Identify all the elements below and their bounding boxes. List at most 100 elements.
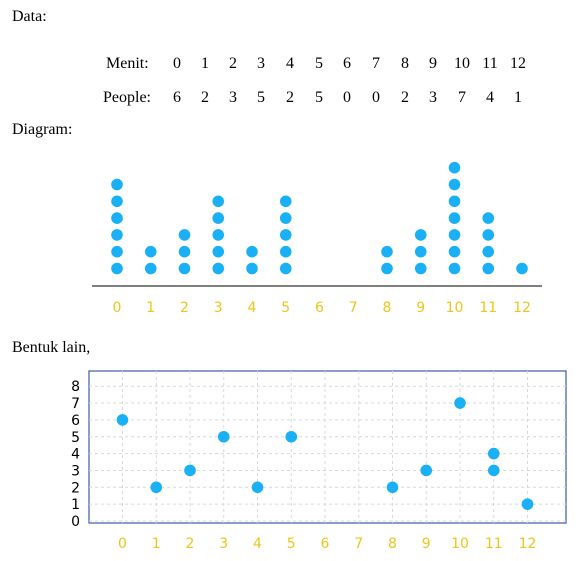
- y-tick-label: 5: [71, 430, 80, 446]
- table-cell-minute: 10: [454, 55, 470, 72]
- table-cell-minute: 2: [229, 55, 237, 72]
- x-tick-label: 12: [519, 536, 537, 552]
- table-cell-minute: 4: [286, 55, 294, 72]
- x-tick-label: 3: [219, 536, 228, 552]
- data-dot: [448, 178, 461, 191]
- data-heading: Data:: [12, 8, 47, 25]
- table-cell-people: 0: [372, 89, 380, 106]
- data-point: [420, 464, 433, 477]
- data-dot: [448, 262, 461, 275]
- data-dot: [212, 195, 225, 208]
- data-point: [116, 414, 129, 426]
- data-dot: [212, 229, 225, 241]
- x-tick-label: 7: [354, 536, 363, 552]
- x-tick-label: 6: [321, 536, 330, 552]
- y-tick-label: 2: [71, 480, 80, 496]
- x-tick-label: 10: [451, 536, 469, 552]
- x-tick-label: 4: [248, 300, 257, 316]
- data-dot: [246, 245, 258, 258]
- x-tick-label: 4: [253, 536, 262, 552]
- x-tick-label: 0: [118, 536, 127, 552]
- table-cell-people: 3: [229, 89, 237, 106]
- x-tick-label: 9: [416, 300, 425, 316]
- data-point: [454, 397, 466, 409]
- data-dot: [448, 229, 461, 241]
- y-tick-label: 0: [71, 514, 80, 530]
- data-dot: [381, 262, 393, 275]
- x-tick-label: 1: [152, 536, 161, 552]
- data-dot: [279, 195, 292, 208]
- table-cell-minute: 3: [257, 55, 265, 72]
- table-cell-people: 3: [429, 89, 437, 106]
- y-tick-label: 4: [71, 447, 80, 463]
- x-tick-label: 11: [479, 300, 497, 316]
- data-dot: [381, 245, 393, 258]
- x-tick-label: 9: [422, 536, 431, 552]
- table-cell-people: 4: [486, 89, 494, 106]
- alt-heading: Bentuk lain,: [12, 339, 91, 356]
- data-dot: [482, 262, 495, 275]
- dot-plot: 0 1 2 3 4 5 6 7 8 9 10 11 12: [92, 161, 542, 316]
- data-point: [251, 481, 264, 494]
- data-dot: [516, 262, 528, 275]
- table-cell-people: 5: [315, 89, 323, 106]
- x-tick-label: 5: [281, 300, 290, 316]
- y-tick-label: 3: [71, 463, 80, 479]
- data-dot: [111, 262, 123, 275]
- table-cell-people: 2: [201, 89, 209, 106]
- data-dot: [414, 229, 427, 241]
- data-point: [184, 464, 196, 477]
- diagram-heading: Diagram:: [12, 121, 73, 138]
- table-row-label-minutes: Menit:: [106, 55, 149, 72]
- table-cell-people: 2: [286, 89, 294, 106]
- x-tick-label: 1: [146, 300, 155, 316]
- table-cell-minute: 6: [343, 55, 351, 72]
- data-dot: [111, 245, 123, 258]
- data-point: [386, 481, 399, 494]
- x-tick-label: 2: [180, 300, 189, 316]
- data-dot: [212, 245, 225, 258]
- data-point: [487, 464, 500, 477]
- table-cell-minute: 5: [315, 55, 323, 72]
- data-dot: [111, 212, 123, 224]
- data-dot: [144, 245, 157, 258]
- table-row-label-people: People:: [103, 89, 151, 106]
- table-cell-minute: 7: [372, 55, 380, 72]
- x-tick-label: 2: [186, 536, 195, 552]
- data-dot: [414, 262, 427, 275]
- table-cell-minute: 1: [201, 55, 209, 72]
- data-dot: [482, 245, 495, 258]
- table-cell-minute: 8: [401, 55, 409, 72]
- plot-frame: [88, 370, 567, 524]
- table-cell-people: 2: [401, 89, 409, 106]
- data-dot: [111, 195, 123, 208]
- y-tick-label: 6: [71, 413, 80, 429]
- data-dot: [414, 245, 427, 258]
- data-dot: [178, 245, 191, 258]
- data-dot: [279, 229, 292, 241]
- data-dot: [178, 262, 191, 275]
- x-tick-label: 6: [315, 300, 324, 316]
- data-dot: [279, 245, 292, 258]
- data-point: [150, 481, 163, 494]
- data-dot: [482, 212, 495, 224]
- data-point: [285, 430, 298, 443]
- data-dot: [178, 229, 191, 241]
- table-cell-people: 1: [514, 89, 522, 106]
- x-tick-label: 3: [214, 300, 223, 316]
- y-tick-label: 1: [71, 497, 80, 513]
- table-cell-people: 7: [458, 89, 466, 106]
- x-tick-label: 10: [446, 300, 464, 316]
- y-tick-label: 8: [71, 379, 80, 395]
- data-dot: [246, 262, 258, 275]
- table-cell-minute: 9: [429, 55, 437, 72]
- data-point: [521, 498, 534, 510]
- table-cell-minute: 0: [173, 55, 181, 72]
- table-cell-people: 6: [173, 89, 181, 106]
- table-cell-minute: 11: [482, 55, 498, 72]
- data-dot: [448, 195, 461, 208]
- table-cell-minute: 12: [510, 55, 526, 72]
- data-dot: [448, 212, 461, 224]
- x-tick-label: 8: [383, 300, 392, 316]
